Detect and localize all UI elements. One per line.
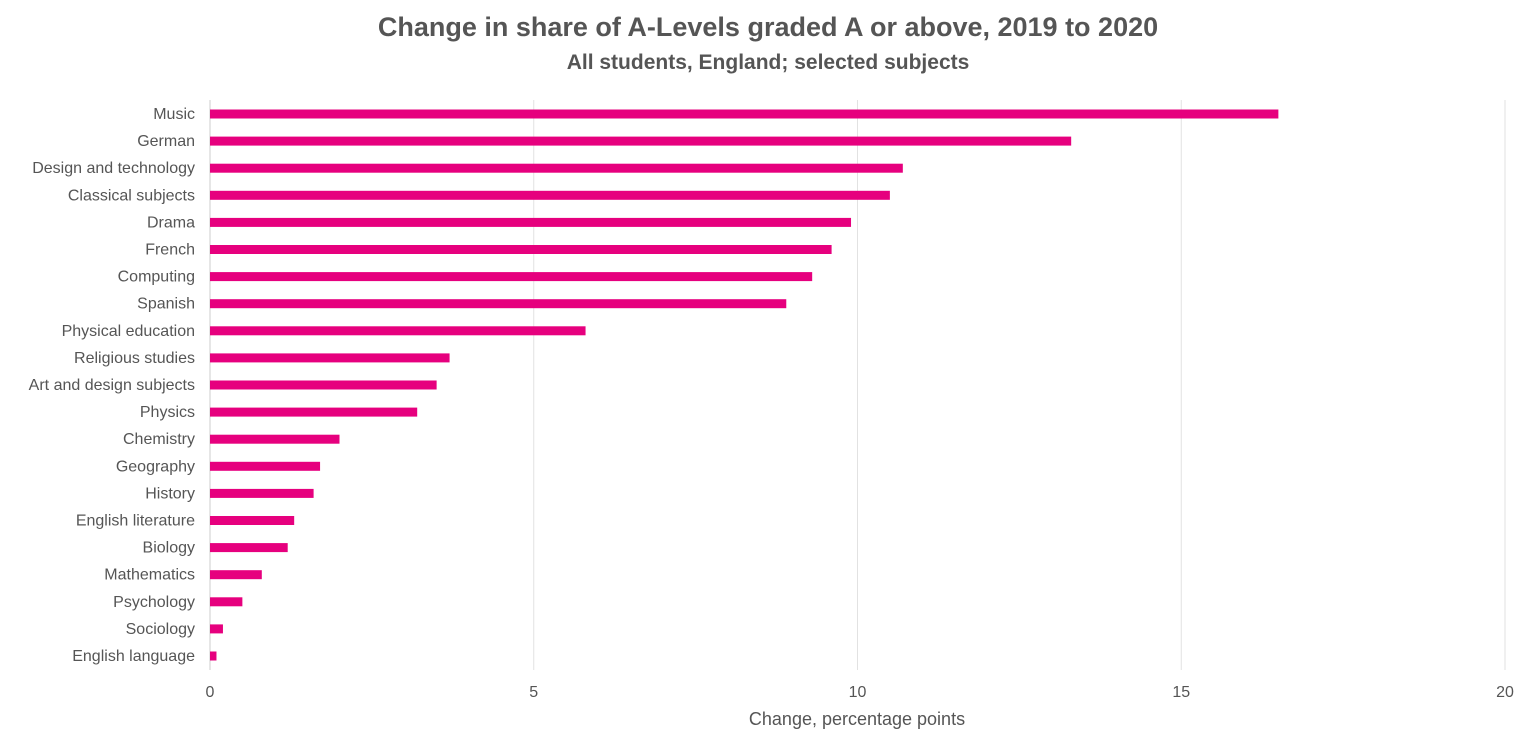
bar [210,353,450,363]
bar [210,190,890,200]
bar [210,217,852,227]
category-label: English literature [76,513,195,530]
bar [210,380,437,390]
bar [210,434,340,444]
bar [210,570,262,580]
category-label: Biology [143,540,195,557]
category-label: Spanish [137,296,195,313]
chart-title: Change in share of A-Levels graded A or … [377,12,1159,42]
bar [210,543,288,553]
bar [210,651,217,661]
bar [210,326,586,336]
x-tick-label: 5 [529,684,538,701]
category-label: Computing [118,269,195,286]
bar [210,163,903,173]
category-label: Geography [116,458,195,475]
category-label: Psychology [113,594,195,611]
category-label: Drama [147,214,195,231]
category-label: German [137,133,195,150]
bar [210,597,243,607]
category-label: French [145,242,195,259]
bar [210,488,314,498]
category-label: English language [72,648,195,665]
chart-subtitle: All students, England; selected subjects [566,51,970,74]
category-label: History [145,485,195,502]
category-label: Sociology [126,621,195,638]
category-label: Physics [140,404,195,421]
bar [210,136,1072,146]
x-tick-label: 20 [1496,684,1514,701]
category-label: Art and design subjects [29,377,195,394]
bar [210,407,418,417]
bar [210,299,787,309]
bar [210,245,832,254]
bar [210,516,295,525]
x-tick-label: 15 [1172,684,1190,701]
bar [210,272,813,282]
x-tick-labels: 0 5 10 15 20 [206,684,1514,701]
x-tick-label: 0 [206,684,215,701]
category-label: Classical subjects [68,187,195,204]
category-label: Music [153,106,195,123]
category-label: Physical education [62,323,195,340]
category-label: Design and technology [32,160,195,177]
bar [210,109,1279,119]
x-axis-title: Change, percentage points [749,709,965,729]
bar [210,461,321,471]
category-labels: Music German Design and technology Classica… [29,106,195,665]
bars [210,109,1279,661]
bar [210,624,223,634]
category-label: Mathematics [104,567,195,584]
category-label: Chemistry [123,431,195,448]
x-tick-label: 10 [849,684,867,701]
category-label: Religious studies [74,350,195,367]
